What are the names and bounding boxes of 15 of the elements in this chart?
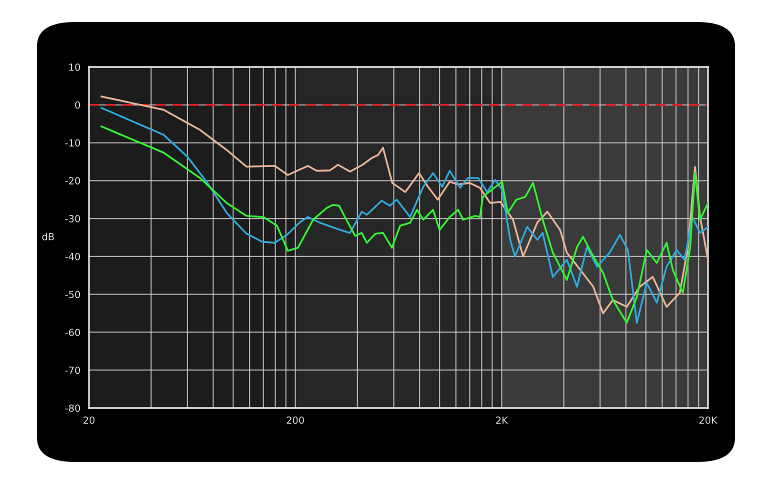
y-tick-label: -60 bbox=[65, 328, 80, 336]
y-axis-title: dB bbox=[42, 232, 54, 240]
y-tick-label: -30 bbox=[65, 215, 80, 222]
x-tick-label: 20 bbox=[84, 416, 95, 424]
x-tick-label: 2K bbox=[496, 416, 508, 424]
y-tick-label: -10 bbox=[65, 139, 80, 147]
y-tick-label: -50 bbox=[65, 290, 80, 298]
y-tick-label: -40 bbox=[65, 252, 80, 260]
x-tick-label: 200 bbox=[286, 416, 304, 424]
y-tick-label: -70 bbox=[65, 366, 80, 374]
x-tick-label: 20K bbox=[699, 416, 718, 424]
y-tick-label: 10 bbox=[69, 63, 80, 71]
y-tick-label: -80 bbox=[65, 404, 80, 412]
y-tick-label: 0 bbox=[75, 101, 80, 109]
y-tick-label: -20 bbox=[65, 177, 80, 184]
